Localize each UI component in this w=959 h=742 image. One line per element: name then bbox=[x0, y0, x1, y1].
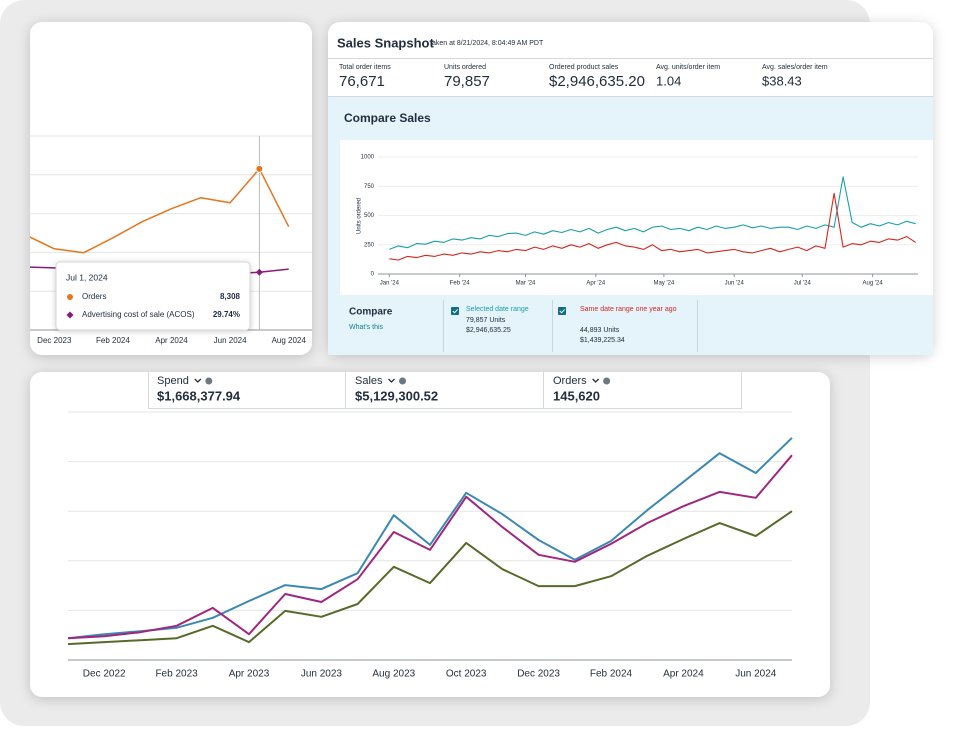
x-tick-label: Jun 2024 bbox=[214, 336, 247, 345]
x-tick-label: Dec 2022 bbox=[83, 669, 126, 680]
series-line bbox=[30, 168, 290, 254]
info-icon bbox=[603, 377, 611, 385]
x-tick-label: Feb '24 bbox=[450, 281, 470, 287]
corner bbox=[328, 340, 933, 355]
dropdown-icon[interactable] bbox=[388, 378, 395, 383]
hover-marker bbox=[255, 268, 263, 276]
legend-marker bbox=[67, 294, 73, 300]
metric-label: Orders bbox=[553, 375, 587, 387]
x-tick-label: Dec 2023 bbox=[37, 336, 72, 345]
compare-title: Compare Sales bbox=[344, 111, 431, 125]
compare-label: Compare bbox=[349, 307, 393, 318]
y-tick-label: 500 bbox=[364, 213, 375, 219]
legend-name: Selected date range bbox=[466, 306, 529, 313]
tooltip-title: Jul 1, 2024 bbox=[66, 272, 108, 282]
y-tick-label: 0 bbox=[371, 272, 375, 278]
series-line bbox=[67, 437, 793, 640]
y-tick-label: 750 bbox=[364, 184, 375, 190]
x-tick-label: Jul '24 bbox=[794, 281, 812, 287]
metric-label: Spend bbox=[157, 375, 189, 387]
snapshot-timestamp: taken at 8/21/2024, 8:04:49 AM PDT bbox=[430, 40, 544, 47]
check bbox=[452, 309, 458, 314]
metric-value: $1,668,377.94 bbox=[157, 388, 241, 403]
x-tick-label: Apr 2024 bbox=[663, 669, 704, 680]
series-line bbox=[67, 510, 793, 646]
x-tick-label: Jun 2024 bbox=[735, 669, 777, 680]
x-tick-label: Mar '24 bbox=[516, 281, 536, 287]
metric-value: 79,857 bbox=[444, 73, 490, 90]
legend-name-box: Selected date range bbox=[466, 306, 529, 313]
legend-name-box: Same date range one year ago bbox=[580, 306, 677, 313]
x-tick-label: May '24 bbox=[653, 281, 674, 287]
check bbox=[559, 309, 565, 314]
hover-marker bbox=[255, 164, 264, 173]
x-tick-label: Oct 2023 bbox=[446, 669, 487, 680]
info-icon bbox=[205, 377, 213, 385]
x-tick-label: Dec 2023 bbox=[517, 669, 560, 680]
tooltip-name: Advertising cost of sale (ACOS) bbox=[82, 310, 195, 319]
tooltip-value: 8,308 bbox=[220, 292, 241, 301]
legend-detail: $2,946,635.25 bbox=[466, 327, 511, 334]
legend-checkbox[interactable] bbox=[558, 307, 566, 315]
x-tick-label: Aug '24 bbox=[863, 281, 884, 287]
x-tick-label: Aug 2024 bbox=[272, 336, 307, 345]
legend-detail: 79,857 Units bbox=[466, 317, 506, 324]
series-line bbox=[389, 176, 916, 250]
tooltip-value: 29.74% bbox=[213, 310, 240, 319]
metric-label: Ordered product sales bbox=[549, 64, 619, 71]
legend-marker bbox=[66, 311, 74, 319]
dropdown-icon[interactable] bbox=[592, 378, 600, 383]
legend-detail: $1,439,225.34 bbox=[580, 337, 625, 344]
metric-label: Units ordered bbox=[444, 64, 486, 71]
whats-this-link[interactable]: What's this bbox=[349, 324, 384, 331]
x-tick-label: Jun '24 bbox=[725, 281, 745, 287]
legend-detail: 44,893 Units bbox=[580, 327, 620, 334]
series-line bbox=[67, 454, 793, 640]
metric-value: 1.04 bbox=[656, 73, 681, 88]
metric-value: 145,620 bbox=[553, 388, 600, 403]
metric-value: $38.43 bbox=[762, 73, 802, 88]
plot-area bbox=[340, 140, 933, 295]
metric-label: Total order items bbox=[339, 64, 391, 71]
legend-name: Same date range one year ago bbox=[580, 306, 677, 313]
legend-checkbox[interactable] bbox=[451, 307, 459, 315]
y-tick-label: 1000 bbox=[361, 155, 375, 161]
x-tick-label: Feb 2024 bbox=[590, 669, 633, 680]
x-tick-label: Aug 2023 bbox=[372, 669, 415, 680]
metric-value: $5,129,300.52 bbox=[355, 388, 438, 403]
metric-value: 76,671 bbox=[339, 73, 385, 90]
tooltip-name: Orders bbox=[82, 292, 106, 301]
y-tick-label: 250 bbox=[364, 242, 375, 248]
metric-label: Sales bbox=[355, 375, 383, 387]
ads-panel bbox=[30, 372, 830, 697]
x-tick-label: Feb 2024 bbox=[96, 336, 130, 345]
metric-label: Avg. sales/order item bbox=[762, 64, 828, 71]
series-line bbox=[389, 192, 916, 261]
metric-label: Avg. units/order item bbox=[656, 64, 720, 71]
dropdown-icon[interactable] bbox=[194, 378, 202, 383]
snapshot-title: Sales Snapshot bbox=[337, 35, 434, 50]
info-icon bbox=[399, 377, 407, 385]
x-tick-label: Apr 2023 bbox=[229, 669, 270, 680]
x-tick-label: Jun 2023 bbox=[301, 669, 343, 680]
metric-value: $2,946,635.20 bbox=[549, 73, 645, 90]
x-tick-label: Feb 2023 bbox=[155, 669, 198, 680]
x-tick-label: Jan '24 bbox=[380, 281, 400, 287]
x-tick-label: Apr 2024 bbox=[155, 336, 188, 345]
tooltip bbox=[55, 261, 251, 331]
x-tick-label: Apr '24 bbox=[586, 281, 605, 287]
y-axis-label: Units ordered bbox=[357, 198, 363, 234]
